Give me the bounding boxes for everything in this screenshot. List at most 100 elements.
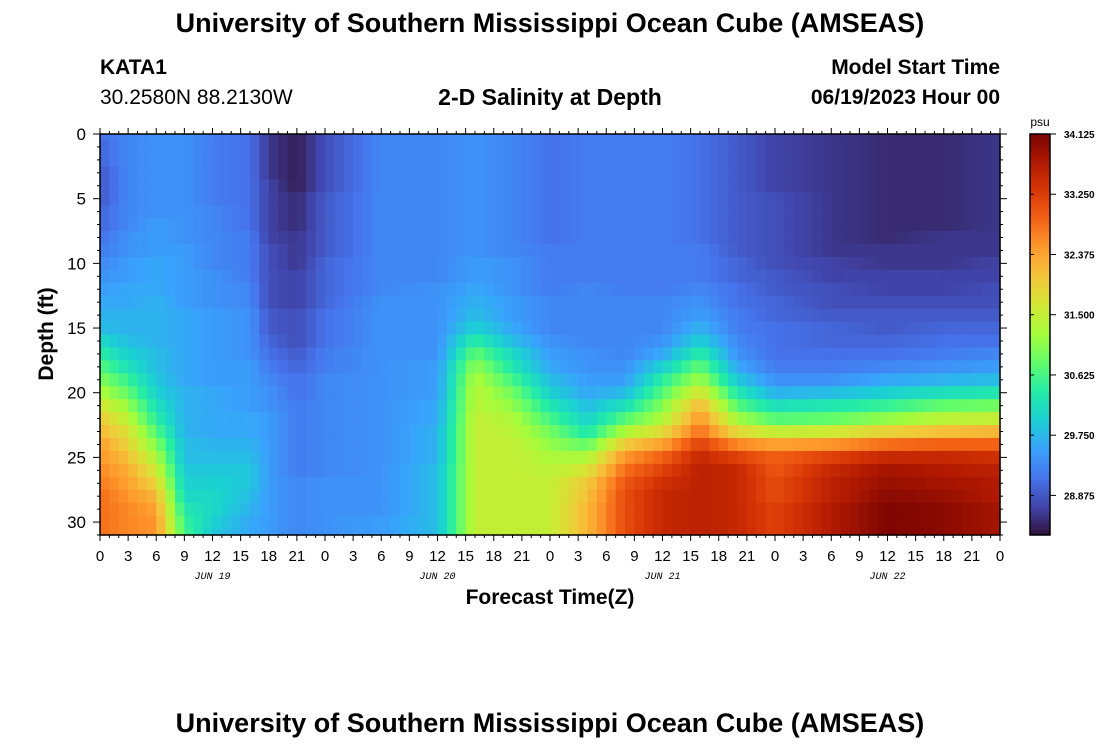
heatmap-cell bbox=[503, 140, 514, 155]
heatmap-cell bbox=[250, 450, 260, 465]
heatmap-cell bbox=[278, 321, 289, 336]
heatmap-cell bbox=[343, 463, 354, 478]
heatmap-cell bbox=[662, 437, 673, 452]
heatmap-cell bbox=[353, 347, 364, 361]
heatmap-cell bbox=[484, 437, 495, 452]
heatmap-cell bbox=[381, 450, 392, 465]
heatmap-cell bbox=[175, 502, 185, 517]
heatmap-cell bbox=[812, 450, 823, 465]
heatmap-cell bbox=[737, 502, 748, 517]
heatmap-cell bbox=[381, 166, 392, 180]
heatmap-cell bbox=[953, 295, 964, 310]
heatmap-cell bbox=[821, 412, 832, 426]
heatmap-cell bbox=[700, 231, 710, 245]
heatmap-cell bbox=[625, 166, 635, 180]
heatmap-cell bbox=[175, 489, 185, 504]
heatmap-cell bbox=[540, 502, 551, 517]
heatmap-cell bbox=[118, 489, 129, 504]
heatmap-cell bbox=[878, 386, 889, 400]
heatmap-cell bbox=[953, 502, 964, 517]
heatmap-cell bbox=[925, 463, 935, 478]
heatmap-cell bbox=[156, 205, 167, 219]
heatmap-cell bbox=[100, 515, 110, 530]
heatmap-cell bbox=[456, 153, 467, 167]
heatmap-cell bbox=[700, 373, 710, 387]
heatmap-cell bbox=[925, 231, 935, 245]
heatmap-cell bbox=[503, 295, 514, 310]
heatmap-cell bbox=[700, 450, 710, 465]
heatmap-cell bbox=[278, 308, 289, 323]
heatmap-cell bbox=[418, 192, 429, 206]
heatmap-cell bbox=[240, 282, 251, 297]
heatmap-cell bbox=[315, 205, 326, 219]
heatmap-cell bbox=[625, 231, 635, 245]
heatmap-cell bbox=[671, 308, 682, 323]
heatmap-cell bbox=[615, 412, 626, 426]
heatmap-cell bbox=[221, 502, 232, 517]
heatmap-cell bbox=[868, 321, 879, 336]
heatmap-cell bbox=[296, 321, 307, 336]
heatmap-cell bbox=[287, 269, 298, 284]
heatmap-cell bbox=[737, 166, 748, 180]
heatmap-cell bbox=[587, 140, 598, 155]
heatmap-cell bbox=[990, 192, 1001, 206]
heatmap-cell bbox=[831, 334, 842, 349]
heatmap-cell bbox=[803, 334, 814, 349]
heatmap-cell bbox=[456, 218, 467, 232]
heatmap-cell bbox=[625, 347, 635, 361]
heatmap-cell bbox=[746, 386, 757, 400]
heatmap-cell bbox=[925, 515, 935, 530]
heatmap-cell bbox=[250, 347, 260, 361]
heatmap-cell bbox=[587, 463, 598, 478]
heatmap-cell bbox=[990, 450, 1001, 465]
heatmap-cell bbox=[353, 412, 364, 426]
heatmap-cell bbox=[353, 308, 364, 323]
heatmap-cell bbox=[887, 192, 898, 206]
heatmap-cell bbox=[793, 476, 804, 491]
heatmap-cell bbox=[953, 243, 964, 258]
heatmap-cell bbox=[821, 425, 832, 439]
heatmap-cell bbox=[531, 437, 542, 452]
heatmap-cell bbox=[465, 386, 476, 400]
heatmap-cell bbox=[343, 347, 354, 361]
heatmap-cell bbox=[615, 153, 626, 167]
heatmap-cell bbox=[221, 179, 232, 193]
heatmap-cell bbox=[943, 412, 954, 426]
heatmap-cell bbox=[353, 134, 364, 142]
heatmap-cell bbox=[718, 308, 729, 323]
heatmap-cell bbox=[793, 179, 804, 193]
heatmap-cell bbox=[868, 134, 879, 142]
heatmap-cell bbox=[371, 334, 382, 349]
heatmap-cell bbox=[775, 179, 785, 193]
heatmap-cell bbox=[118, 243, 129, 258]
heatmap-cell bbox=[334, 476, 345, 491]
heatmap-cell bbox=[193, 347, 204, 361]
heatmap-cell bbox=[250, 360, 260, 374]
heatmap-cell bbox=[456, 463, 467, 478]
heatmap-cell bbox=[943, 205, 954, 219]
heatmap-cell bbox=[203, 334, 214, 349]
station-coords: 30.2580N 88.2130W bbox=[100, 86, 293, 109]
heatmap-cell bbox=[746, 166, 757, 180]
heatmap-cell bbox=[934, 205, 945, 219]
heatmap-cell bbox=[634, 218, 645, 232]
heatmap-cell bbox=[559, 334, 570, 349]
heatmap-cell bbox=[362, 386, 373, 400]
heatmap-cell bbox=[728, 134, 739, 142]
heatmap-cell bbox=[662, 308, 673, 323]
heatmap-cell bbox=[625, 308, 635, 323]
heatmap-cell bbox=[156, 360, 167, 374]
heatmap-cell bbox=[746, 218, 757, 232]
heatmap-cell bbox=[953, 153, 964, 167]
heatmap-cell bbox=[962, 373, 973, 387]
heatmap-cell bbox=[990, 489, 1001, 504]
heatmap-cell bbox=[728, 256, 739, 271]
heatmap-cell bbox=[662, 140, 673, 155]
heatmap-cell bbox=[568, 463, 579, 478]
heatmap-cell bbox=[268, 308, 279, 323]
heatmap-cell bbox=[943, 502, 954, 517]
heatmap-cell bbox=[803, 373, 814, 387]
heatmap-cell bbox=[390, 463, 401, 478]
heatmap-cell bbox=[146, 476, 157, 491]
heatmap-cell bbox=[625, 373, 635, 387]
